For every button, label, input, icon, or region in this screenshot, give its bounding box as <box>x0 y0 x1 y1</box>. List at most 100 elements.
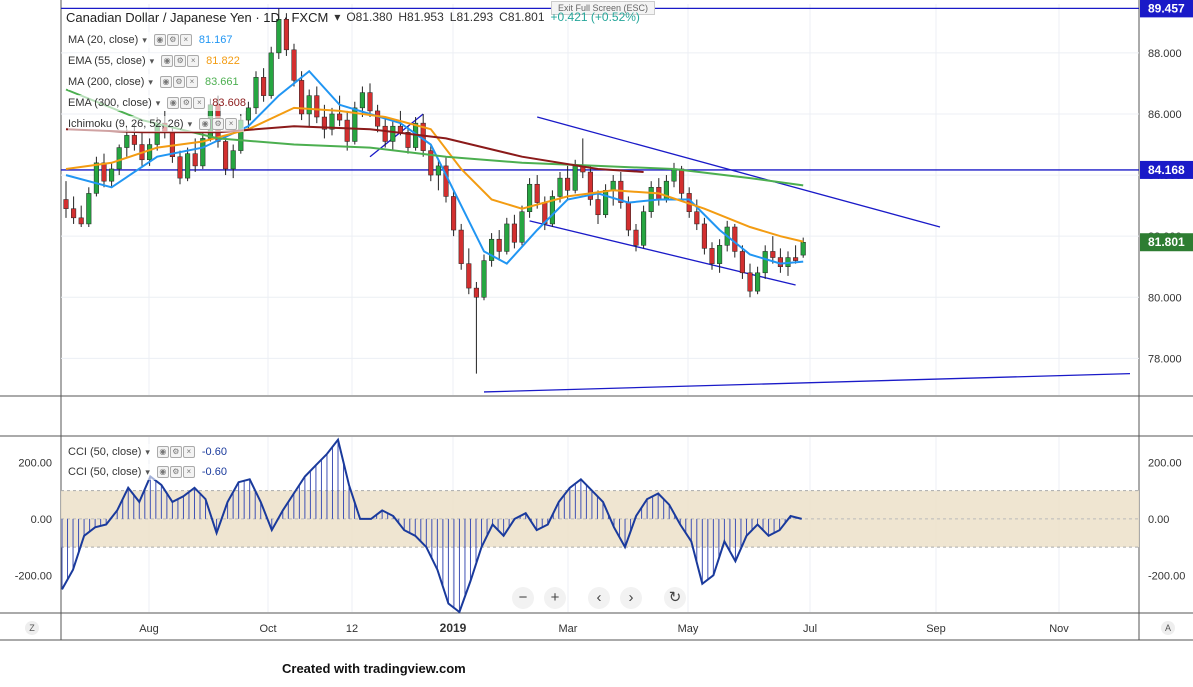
close-icon[interactable]: × <box>179 34 192 46</box>
candle <box>679 168 685 194</box>
eye-icon[interactable]: ◉ <box>159 76 172 88</box>
candle <box>177 156 183 179</box>
candle <box>739 251 745 274</box>
candle <box>131 135 137 145</box>
candle <box>451 196 457 231</box>
candle <box>732 226 738 252</box>
indicator-label[interactable]: MA (20, close) <box>68 34 139 46</box>
chevron-down-icon[interactable]: ▾ <box>145 446 150 457</box>
candle <box>458 229 464 264</box>
gear-icon[interactable]: ⚙ <box>166 34 179 46</box>
gear-icon[interactable]: ⚙ <box>169 446 182 458</box>
indicator-label[interactable]: Ichimoku (9, 26, 52, 26) <box>68 118 184 130</box>
candle <box>633 229 639 246</box>
candle <box>245 107 251 121</box>
indicator-legend-4[interactable]: Ichimoku (9, 26, 52, 26) ▾ ◉ ⚙ × <box>68 116 245 132</box>
candle <box>534 183 540 203</box>
timezone-button[interactable]: Z <box>25 621 39 635</box>
eye-icon[interactable]: ◉ <box>153 34 166 46</box>
chevron-down-icon[interactable]: ▾ <box>155 97 161 108</box>
candle <box>603 190 609 216</box>
candle <box>519 211 525 243</box>
close-icon[interactable]: × <box>225 118 238 130</box>
eye-icon[interactable]: ◉ <box>156 466 169 478</box>
chevron-down-icon[interactable]: ▾ <box>149 55 155 66</box>
gear-icon[interactable]: ⚙ <box>169 466 182 478</box>
candle <box>572 165 578 191</box>
cci-legend-1[interactable]: CCI (50, close) ▾ ◉ ⚙ × -0.60 <box>68 464 227 480</box>
close-icon[interactable]: × <box>193 97 206 109</box>
candle <box>321 116 327 130</box>
candle <box>625 202 631 231</box>
chevron-down-icon[interactable]: ▾ <box>148 76 153 87</box>
candle <box>63 199 69 209</box>
candle <box>549 196 555 225</box>
candle <box>770 251 776 258</box>
price-tick-label: 78.000 <box>1148 353 1182 365</box>
chevron-down-icon[interactable]: ▾ <box>187 118 193 129</box>
candle <box>101 162 107 182</box>
indicator-label[interactable]: EMA (55, close) <box>68 55 146 67</box>
trend-line <box>483 372 1131 393</box>
candle <box>352 107 358 142</box>
gear-icon[interactable]: ⚙ <box>180 97 193 109</box>
candle <box>527 183 533 212</box>
scroll-right-button[interactable]: › <box>620 587 642 609</box>
candle <box>473 287 479 298</box>
close-icon[interactable]: × <box>182 446 195 458</box>
indicator-label[interactable]: EMA (300, close) <box>68 97 152 109</box>
indicator-label[interactable]: MA (200, close) <box>68 76 145 88</box>
candle <box>382 125 388 142</box>
candle <box>694 211 700 225</box>
zoom-in-button[interactable]: + <box>544 587 566 609</box>
indicator-legend-1[interactable]: EMA (55, close) ▾ ◉ ⚙ × 81.822 <box>68 53 240 69</box>
eye-icon[interactable]: ◉ <box>156 446 169 458</box>
candle <box>253 77 259 109</box>
price-tick-label: 86.000 <box>1148 109 1182 121</box>
cci-tick-label: 200.00 <box>1148 457 1182 469</box>
candle <box>496 238 502 252</box>
cci-controls: ◉ ⚙ × <box>156 466 195 478</box>
candle <box>86 193 92 225</box>
cci-legend-0[interactable]: CCI (50, close) ▾ ◉ ⚙ × -0.60 <box>68 444 227 460</box>
candle <box>375 110 381 127</box>
indicator-value: 81.167 <box>198 34 233 46</box>
candle <box>299 80 305 115</box>
close-icon[interactable]: × <box>182 466 195 478</box>
close-icon[interactable]: × <box>185 76 198 88</box>
price-label-tag <box>1140 233 1193 252</box>
indicator-legend-3[interactable]: EMA (300, close) ▾ ◉ ⚙ × 83.608 <box>68 95 246 111</box>
eye-icon[interactable]: ◉ <box>167 97 180 109</box>
indicator-legend-0[interactable]: MA (20, close) ▾ ◉ ⚙ × 81.167 <box>68 32 233 48</box>
candle <box>755 272 761 292</box>
close-icon[interactable]: × <box>187 55 200 67</box>
price-label-text: 84.168 <box>1148 163 1185 177</box>
gear-icon[interactable]: ⚙ <box>172 76 185 88</box>
eye-icon[interactable]: ◉ <box>161 55 174 67</box>
chevron-down-icon[interactable]: ▾ <box>142 34 147 45</box>
cci-label[interactable]: CCI (50, close) <box>68 446 142 458</box>
eye-icon[interactable]: ◉ <box>199 118 212 130</box>
price-tick-label: 88.000 <box>1148 48 1182 60</box>
auto-scale-button[interactable]: A <box>1161 621 1175 635</box>
change-value: +0.421 (+0.52%) <box>550 10 640 24</box>
cci-label[interactable]: CCI (50, close) <box>68 466 142 478</box>
gear-icon[interactable]: ⚙ <box>174 55 187 67</box>
indicator-controls: ◉ ⚙ × <box>159 76 198 88</box>
candle <box>489 238 495 261</box>
candle <box>192 153 198 167</box>
series-line-3 <box>65 125 644 173</box>
chevron-down-icon[interactable]: ▾ <box>334 10 341 24</box>
chevron-down-icon[interactable]: ▾ <box>145 466 150 477</box>
symbol-title[interactable]: Canadian Dollar / Japanese Yen · 1D · FX… <box>66 9 329 25</box>
reset-chart-button[interactable]: ↻ <box>664 587 686 609</box>
candle <box>405 132 411 148</box>
series-line-1 <box>65 106 804 243</box>
scroll-left-button[interactable]: ‹ <box>588 587 610 609</box>
zoom-out-button[interactable]: − <box>512 587 534 609</box>
exit-fullscreen-button[interactable]: Exit Full Screen (ESC) <box>551 1 656 15</box>
cci-value: -0.60 <box>201 466 227 478</box>
indicator-legend-2[interactable]: MA (200, close) ▾ ◉ ⚙ × 83.661 <box>68 74 239 90</box>
gear-icon[interactable]: ⚙ <box>212 118 225 130</box>
